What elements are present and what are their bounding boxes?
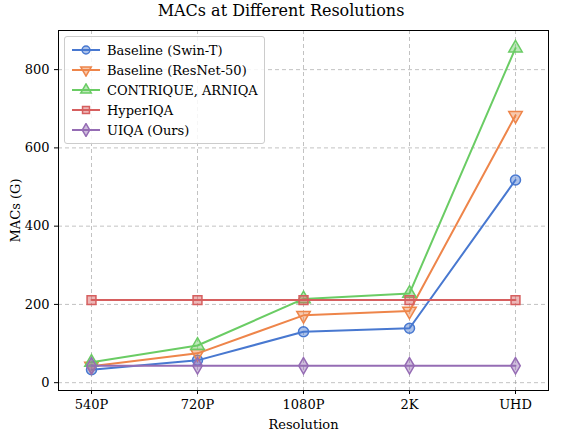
svg-text:800: 800 (25, 62, 50, 77)
html-text:CONTRIQUE, ARNIQA: CONTRIQUE, ARNIQA (107, 82, 258, 98)
svg-text:600: 600 (25, 140, 50, 155)
html-text:MACs at Different Resolutions: MACs at Different Resolutions (157, 1, 405, 20)
svg-text:MACs (G): MACs (G) (8, 179, 23, 243)
svg-text:540P: 540P (75, 397, 109, 412)
svg-text:0: 0 (41, 375, 49, 390)
svg-text:UHD: UHD (499, 397, 532, 412)
html-text:Baseline (Swin-T): Baseline (Swin-T) (107, 42, 223, 58)
html-text:UIQA (Ours): UIQA (Ours) (107, 122, 190, 138)
svg-text:2K: 2K (401, 397, 419, 412)
svg-text:200: 200 (25, 297, 50, 312)
svg-text:400: 400 (25, 218, 50, 233)
html-text:Baseline (ResNet-50): Baseline (ResNet-50) (107, 62, 247, 78)
html-text:HyperIQA: HyperIQA (107, 102, 174, 118)
svg-text:1080P: 1080P (283, 397, 325, 412)
svg-text:Resolution: Resolution (268, 417, 339, 432)
svg-text:720P: 720P (181, 397, 215, 412)
